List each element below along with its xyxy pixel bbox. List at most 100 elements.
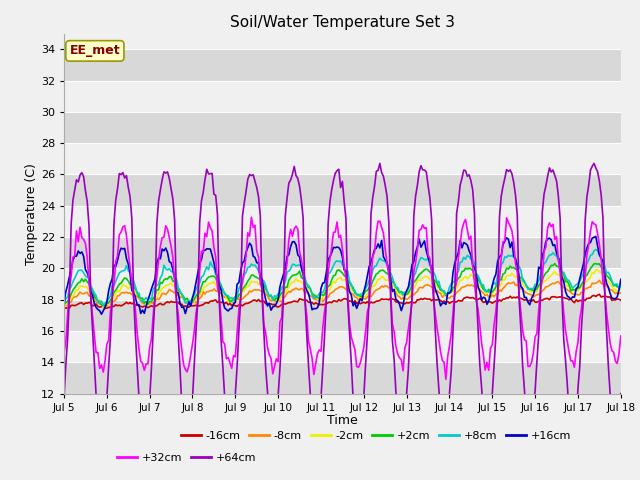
-16cm [210,298,218,303]
+8cm [239,280,246,286]
-2cm [617,286,625,291]
+64cm [60,396,68,402]
Bar [64,237,621,268]
+32cm [501,238,509,244]
+64cm [76,172,84,178]
Line: +2cm: +2cm [64,264,621,305]
-2cm [76,283,84,289]
+2cm [212,275,220,281]
+16cm [239,260,246,266]
+2cm [76,279,84,285]
-16cm [451,299,459,305]
-8cm [452,289,460,295]
+32cm [581,276,589,281]
+8cm [579,270,587,276]
-8cm [76,289,84,295]
+64cm [590,160,598,166]
Bar [64,268,621,300]
Bar [64,143,621,174]
+2cm [99,302,107,308]
+16cm [76,251,84,256]
+64cm [210,191,218,197]
Bar [64,206,621,237]
+16cm [617,276,625,282]
+8cm [60,300,68,306]
Line: -8cm: -8cm [64,280,621,306]
+16cm [499,241,507,247]
+8cm [592,247,600,252]
+2cm [499,271,507,277]
+16cm [579,262,587,267]
+2cm [551,261,559,266]
-8cm [239,296,246,302]
+32cm [442,376,450,382]
-2cm [60,300,68,306]
-16cm [237,302,244,308]
-16cm [596,291,604,297]
Bar [64,331,621,362]
+32cm [237,294,244,300]
Line: +32cm: +32cm [64,217,621,379]
-8cm [579,290,587,296]
+2cm [60,302,68,308]
Bar [64,362,621,394]
-8cm [499,286,507,291]
+8cm [617,283,625,288]
+32cm [60,350,68,356]
+8cm [76,267,84,273]
+16cm [452,254,460,260]
+16cm [592,233,600,239]
+64cm [579,298,587,304]
Bar [64,300,621,331]
+8cm [212,272,220,278]
Bar [64,112,621,143]
+32cm [76,224,84,230]
-16cm [60,306,68,312]
-2cm [452,285,460,291]
Title: Soil/Water Temperature Set 3: Soil/Water Temperature Set 3 [230,15,455,30]
+32cm [248,215,255,220]
Line: +64cm: +64cm [64,163,621,439]
-2cm [592,267,600,273]
+8cm [99,302,107,308]
Text: EE_met: EE_met [70,44,120,58]
-2cm [212,282,220,288]
Line: +16cm: +16cm [64,236,621,314]
-8cm [596,277,604,283]
+64cm [617,391,625,396]
Line: +8cm: +8cm [64,250,621,305]
Bar [64,174,621,206]
+64cm [499,183,507,189]
+8cm [452,271,460,276]
+64cm [237,297,244,302]
-8cm [212,288,220,294]
-2cm [499,277,507,283]
-2cm [99,303,107,309]
Line: -16cm: -16cm [64,294,621,309]
+2cm [581,274,589,279]
+64cm [452,210,460,216]
-16cm [578,298,586,304]
Line: -2cm: -2cm [64,270,621,306]
+32cm [617,333,625,339]
-8cm [617,290,625,296]
Bar [64,81,621,112]
X-axis label: Time: Time [327,414,358,427]
+2cm [617,283,625,289]
+8cm [499,260,507,265]
-16cm [76,300,84,306]
Y-axis label: Temperature (C): Temperature (C) [25,163,38,264]
+16cm [60,300,68,306]
-2cm [239,288,246,294]
-2cm [579,282,587,288]
+64cm [397,436,405,442]
Bar [64,49,621,81]
+2cm [239,287,246,292]
+16cm [212,268,220,274]
+16cm [98,312,106,317]
+32cm [210,245,218,251]
-16cm [497,298,505,304]
+2cm [452,278,460,284]
-8cm [60,302,68,308]
+32cm [454,255,462,261]
